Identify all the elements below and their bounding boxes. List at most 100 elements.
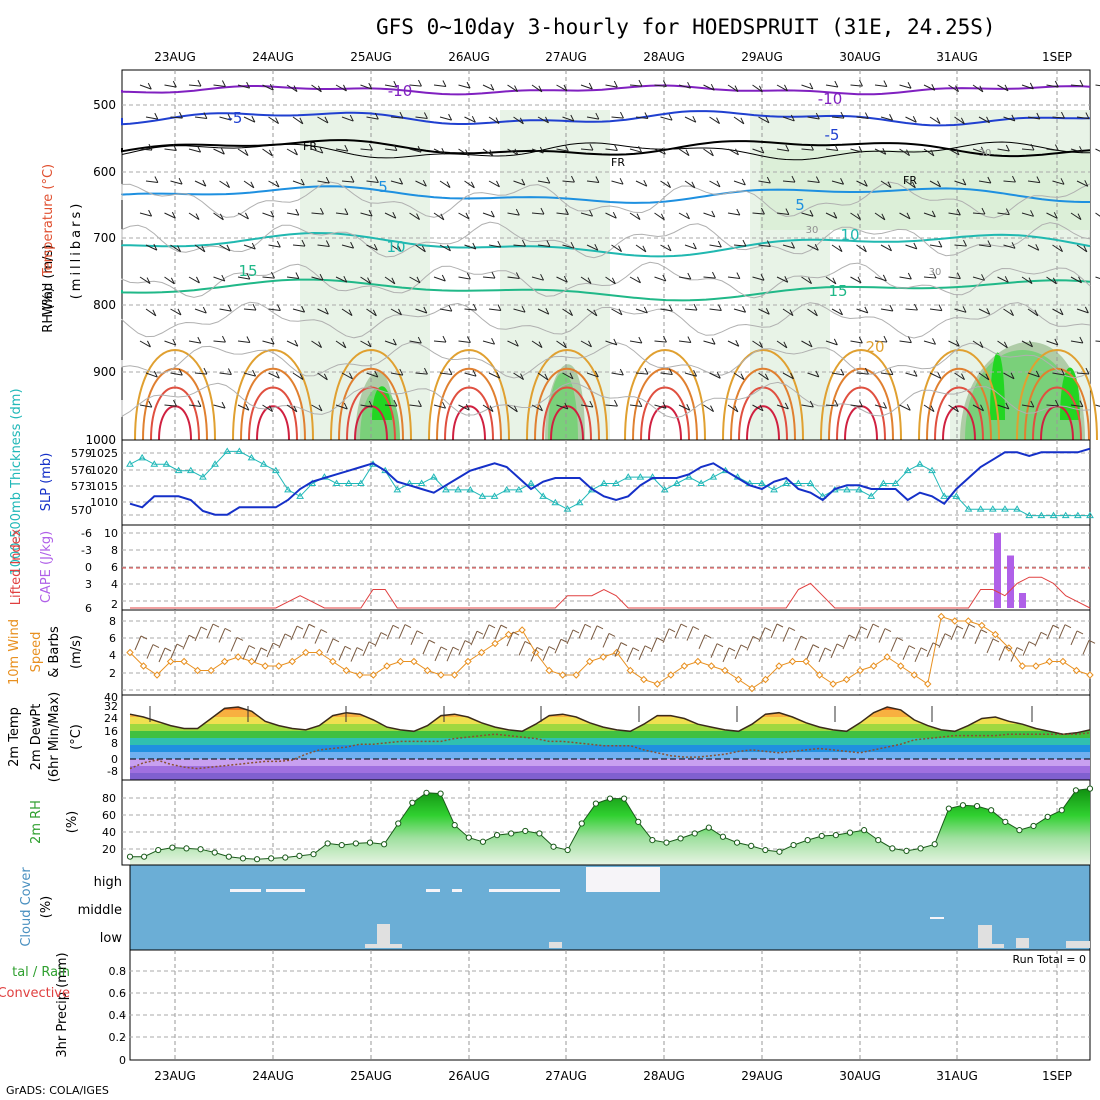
wind-barb-flag: [962, 178, 967, 186]
wind-speed-marker: [450, 671, 459, 679]
thickness-marker: [138, 453, 147, 461]
wind-barb-flag: [840, 111, 845, 119]
wind10-barb-flag: [1064, 624, 1072, 629]
cloud-level-label: high: [94, 875, 122, 890]
wind-barb-flag: [883, 402, 887, 409]
wind-barb: [170, 180, 183, 185]
wind-barb: [801, 276, 812, 285]
wind-barb-flag: [514, 148, 519, 156]
wind-speed-marker: [126, 648, 134, 657]
wind-speed-marker: [437, 671, 445, 679]
wind-speed-marker: [707, 662, 716, 670]
wind-barb-flag: [252, 303, 257, 311]
wind-barb: [439, 180, 451, 188]
wind-speed-marker: [937, 612, 945, 621]
wind10-barb: [986, 638, 994, 654]
wind-barb-flag: [147, 340, 151, 348]
wind-barb: [464, 116, 476, 123]
wind-barb-flag: [980, 404, 984, 411]
wind-barb: [219, 308, 232, 312]
wind10-barb: [302, 624, 310, 639]
wind10-barb: [902, 645, 910, 660]
wind-barb: [782, 244, 795, 249]
wind-barb: [733, 372, 745, 381]
thickness-marker: [952, 492, 961, 499]
rh-marker: [126, 853, 134, 860]
wind10-panel: 8 6 4 2: [109, 609, 1096, 696]
wind-speed-marker: [329, 657, 337, 666]
wind-barb: [482, 340, 495, 345]
wind-barb: [562, 372, 574, 380]
wind-barb-flag: [693, 303, 698, 311]
wind-speed-marker: [951, 617, 959, 625]
wind-barb-flag: [981, 274, 985, 281]
wind-barb-flag: [421, 245, 426, 253]
precip-tick-label: 0.2: [109, 1031, 127, 1044]
wind-barb: [825, 84, 838, 88]
wind-barb: [635, 372, 648, 375]
temp-band: [130, 766, 1090, 773]
cape-bar: [1007, 555, 1014, 608]
wind-barb: [586, 180, 599, 184]
wind-barb-flag: [692, 115, 697, 123]
wind-barb-flag: [570, 114, 575, 122]
wind10-barb-flag: [140, 635, 148, 640]
wind10-barb: [410, 630, 418, 645]
wind-barb-flag: [392, 338, 397, 346]
wind-barb-flag: [489, 149, 494, 157]
temp-band: [130, 752, 1090, 759]
wind-barb: [237, 276, 250, 280]
wind-barb-flag: [173, 399, 177, 407]
wind-barb: [219, 180, 230, 188]
wind-barb-flag: [324, 307, 329, 315]
wind10-barb-flag: [944, 633, 952, 638]
warm-contour: [722, 349, 804, 441]
rh-marker: [395, 820, 402, 827]
wind-barb-flag: [1030, 400, 1035, 408]
wind-barb: [703, 276, 716, 279]
wind-barb-flag: [466, 272, 471, 280]
wind-speed-marker: [1018, 662, 1027, 670]
thickness-marker: [770, 485, 778, 493]
wind-barb: [929, 244, 942, 248]
wind-barb-flag: [1003, 341, 1008, 349]
wind-barb: [164, 276, 175, 285]
wind-barb: [145, 180, 158, 183]
wind-barb-flag: [1085, 112, 1090, 119]
wind10-barb: [242, 645, 250, 660]
isotherm-label: 30: [929, 267, 942, 278]
wind-barb-flag: [638, 145, 643, 153]
wind-speed-marker: [883, 653, 891, 661]
wind-barb-flag: [858, 400, 863, 407]
wind10-barb: [626, 647, 634, 662]
thickness-marker: [162, 460, 171, 467]
cape-tick-label: 2: [111, 598, 118, 611]
wind-barb: [562, 244, 575, 249]
wind-barb-flag: [761, 207, 765, 215]
wind10-barb: [962, 624, 970, 639]
wind-barb-flag: [686, 212, 690, 220]
wind-barb-flag: [350, 175, 355, 183]
wind10-barb-flag: [596, 625, 604, 630]
rh-marker: [352, 840, 359, 847]
wind10-barb: [206, 623, 214, 639]
wind-barb-flag: [1029, 82, 1034, 90]
wind-barb: [1046, 340, 1059, 346]
wind-barb-flag: [735, 148, 739, 156]
wind-barb: [1095, 276, 1100, 280]
wind-barb: [703, 340, 716, 345]
wind-barb: [360, 404, 373, 408]
wind-barb: [733, 180, 746, 186]
wind-barb: [856, 116, 869, 120]
wind-barb-flag: [391, 277, 396, 285]
wind10-barb-flag: [1052, 624, 1060, 629]
wind-barb: [213, 276, 225, 282]
wind-barb-flag: [369, 143, 373, 151]
wind-barb-flag: [662, 274, 667, 282]
wind10-barb: [446, 646, 454, 662]
wind10-barb: [398, 624, 406, 639]
wind10-barb: [350, 647, 358, 662]
isotherm-label: FR: [611, 156, 625, 169]
wind10-barb-flag: [992, 638, 1000, 643]
wind-barb: [139, 404, 152, 408]
